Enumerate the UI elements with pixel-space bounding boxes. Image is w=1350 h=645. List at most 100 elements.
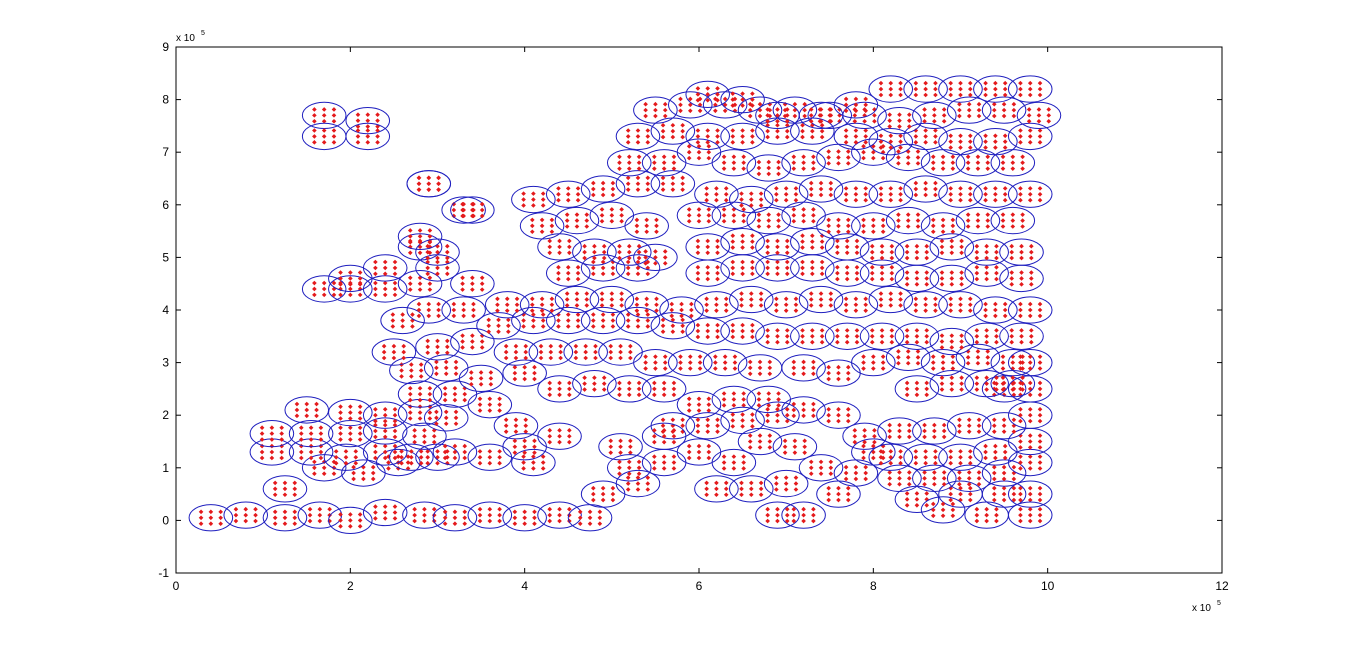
data-point <box>522 450 527 455</box>
cluster-ellipse <box>519 291 565 319</box>
data-point <box>784 512 790 518</box>
data-point <box>853 108 859 114</box>
data-point <box>686 155 692 161</box>
data-point <box>574 297 580 302</box>
data-point <box>949 276 955 281</box>
data-point <box>1027 186 1033 191</box>
data-point <box>913 192 919 198</box>
data-point <box>348 276 353 281</box>
data-point <box>548 355 554 361</box>
data-point <box>1011 113 1017 119</box>
data-point <box>540 197 546 202</box>
data-point <box>758 480 764 486</box>
data-point <box>680 423 685 429</box>
data-point <box>983 86 988 92</box>
data-point <box>766 391 772 396</box>
data-point <box>959 250 964 256</box>
data-point <box>468 381 474 387</box>
data-point <box>715 423 720 429</box>
cluster-ellipse <box>502 433 547 461</box>
data-point <box>991 101 997 107</box>
data-point <box>949 345 955 350</box>
data-point <box>523 429 529 434</box>
data-point <box>792 101 798 107</box>
data-point <box>343 449 349 454</box>
data-point <box>852 113 858 118</box>
data-point <box>661 386 667 392</box>
data-point <box>904 339 910 345</box>
data-point <box>445 249 450 255</box>
data-point <box>416 313 422 319</box>
data-point <box>765 518 770 524</box>
data-point <box>412 512 417 518</box>
data-point <box>312 134 317 139</box>
data-point <box>810 339 815 345</box>
data-point <box>957 417 962 423</box>
data-point <box>924 386 930 392</box>
data-point <box>965 224 971 229</box>
data-point <box>968 186 973 191</box>
data-point <box>766 212 772 217</box>
data-point <box>1001 476 1007 482</box>
data-point <box>836 217 841 223</box>
data-point <box>968 191 973 197</box>
data-point <box>863 96 869 102</box>
data-point <box>852 107 858 112</box>
data-point <box>826 491 831 497</box>
data-point <box>818 291 824 296</box>
data-point <box>861 449 866 455</box>
data-point <box>198 515 204 521</box>
data-point <box>939 345 945 350</box>
data-point <box>435 344 440 350</box>
data-point <box>958 197 963 203</box>
data-point <box>635 181 641 187</box>
data-point <box>826 223 831 229</box>
data-point <box>416 181 422 187</box>
data-point <box>445 344 450 350</box>
data-point <box>660 417 666 423</box>
data-point <box>801 407 806 413</box>
data-point <box>957 101 962 107</box>
cluster-ellipse <box>545 180 591 208</box>
data-point <box>259 425 265 430</box>
data-point <box>765 118 770 124</box>
data-point <box>740 265 745 271</box>
data-point <box>670 429 676 434</box>
data-point <box>968 80 973 86</box>
data-point <box>888 86 894 92</box>
data-point <box>338 410 343 415</box>
cluster-ellipse <box>990 206 1036 235</box>
data-point <box>452 449 458 455</box>
data-point <box>1027 460 1033 465</box>
data-point <box>1018 80 1023 86</box>
data-point <box>732 354 738 359</box>
data-point <box>741 207 746 212</box>
data-point <box>930 223 936 229</box>
data-point <box>958 454 963 460</box>
data-point <box>783 197 789 203</box>
data-point <box>462 509 468 515</box>
data-point <box>974 381 980 386</box>
data-point <box>567 428 572 433</box>
data-point <box>644 223 649 229</box>
cluster-ellipse <box>502 359 547 387</box>
data-point <box>750 424 755 429</box>
data-point <box>939 238 945 244</box>
data-point <box>913 449 919 454</box>
data-point <box>567 506 572 512</box>
cluster-ellipse <box>877 417 922 445</box>
data-point <box>1027 512 1033 518</box>
data-point <box>861 223 866 229</box>
data-point <box>705 328 711 334</box>
data-point <box>1026 113 1032 118</box>
data-point <box>279 449 284 455</box>
data-point <box>836 497 841 503</box>
data-point <box>431 439 437 445</box>
cluster-ellipse <box>955 343 1001 371</box>
data-point <box>453 421 459 427</box>
data-point <box>889 249 895 255</box>
data-point <box>740 134 745 139</box>
data-point <box>686 149 692 155</box>
data-point <box>985 224 991 229</box>
data-point <box>950 507 956 513</box>
